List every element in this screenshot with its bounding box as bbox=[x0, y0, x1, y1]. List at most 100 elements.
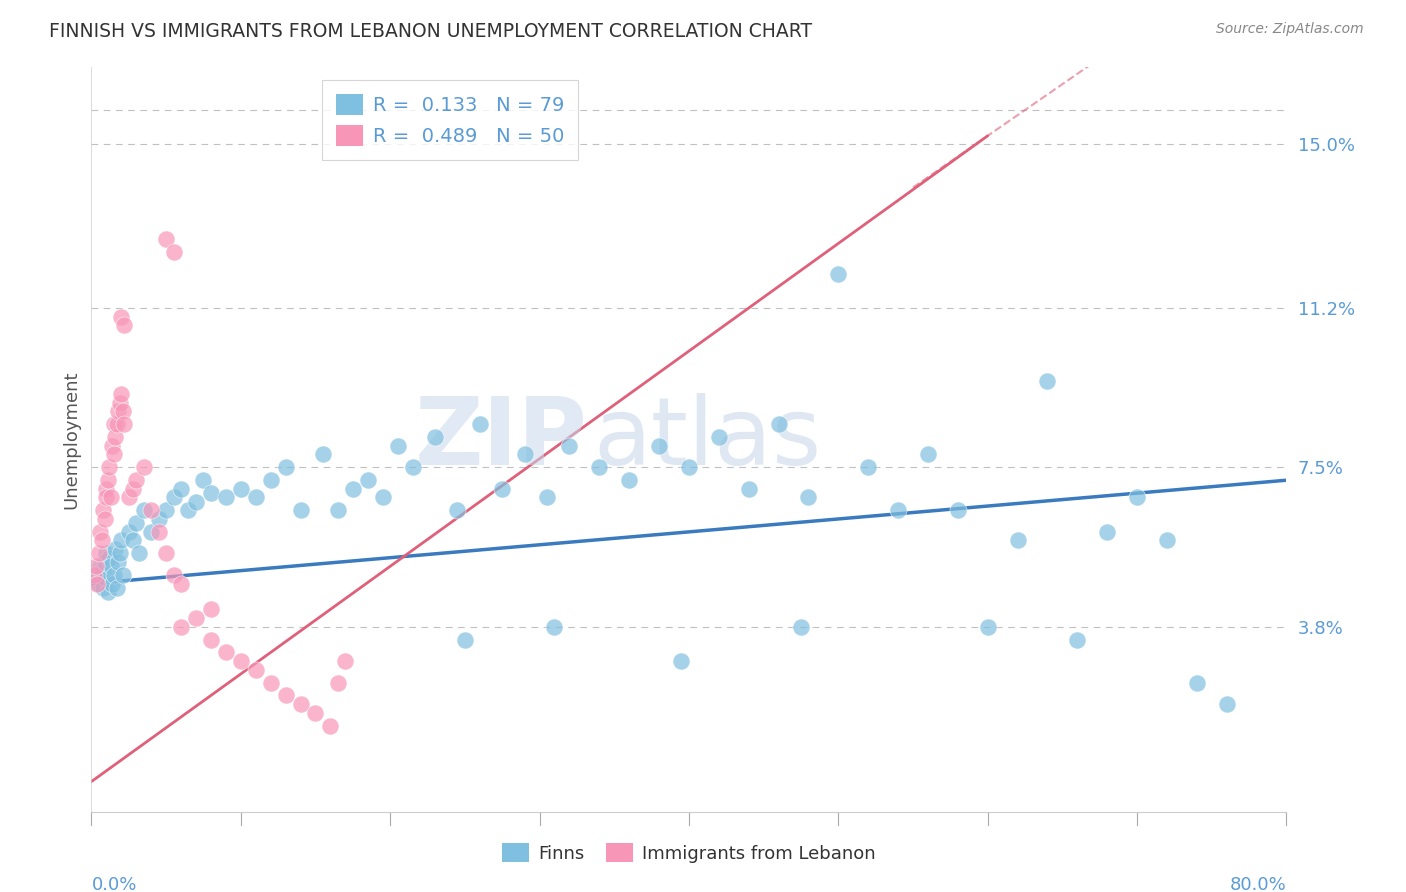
Point bbox=[423, 430, 446, 444]
Point bbox=[162, 245, 184, 260]
Text: 0.0%: 0.0% bbox=[91, 876, 136, 892]
Point bbox=[513, 447, 536, 461]
Point bbox=[588, 460, 610, 475]
Point bbox=[155, 232, 177, 246]
Point bbox=[89, 524, 111, 539]
Point bbox=[259, 473, 281, 487]
Point bbox=[100, 559, 122, 574]
Point bbox=[110, 310, 132, 324]
Point bbox=[671, 654, 693, 668]
Point bbox=[98, 550, 121, 565]
Point bbox=[274, 689, 297, 703]
Point bbox=[118, 524, 141, 539]
Point bbox=[103, 417, 125, 432]
Point bbox=[678, 460, 700, 475]
Point bbox=[100, 491, 122, 505]
Point bbox=[107, 404, 129, 418]
Point bbox=[125, 516, 148, 531]
Text: Source: ZipAtlas.com: Source: ZipAtlas.com bbox=[1216, 22, 1364, 37]
Point bbox=[917, 447, 939, 461]
Point bbox=[97, 585, 120, 599]
Legend: Finns, Immigrants from Lebanon: Finns, Immigrants from Lebanon bbox=[495, 836, 883, 870]
Point bbox=[148, 524, 170, 539]
Point bbox=[976, 619, 998, 633]
Point bbox=[96, 482, 118, 496]
Point bbox=[619, 473, 641, 487]
Point bbox=[170, 482, 193, 496]
Point bbox=[357, 473, 380, 487]
Point bbox=[141, 524, 163, 539]
Point bbox=[1007, 533, 1029, 548]
Point bbox=[98, 460, 121, 475]
Point bbox=[111, 568, 134, 582]
Point bbox=[162, 568, 184, 582]
Point bbox=[184, 611, 207, 625]
Point bbox=[797, 491, 820, 505]
Point bbox=[155, 546, 177, 560]
Point bbox=[162, 491, 184, 505]
Point bbox=[245, 663, 267, 677]
Point bbox=[274, 460, 297, 475]
Point bbox=[118, 491, 141, 505]
Point bbox=[96, 572, 118, 586]
Point bbox=[125, 473, 148, 487]
Point bbox=[1126, 491, 1149, 505]
Point bbox=[103, 568, 125, 582]
Point bbox=[90, 533, 112, 548]
Point bbox=[768, 417, 790, 432]
Point bbox=[491, 482, 513, 496]
Point bbox=[200, 632, 222, 647]
Point bbox=[245, 491, 267, 505]
Point bbox=[326, 503, 349, 517]
Point bbox=[1156, 533, 1178, 548]
Text: ZIP: ZIP bbox=[415, 393, 588, 485]
Point bbox=[304, 706, 326, 720]
Point bbox=[112, 318, 135, 333]
Point bbox=[312, 447, 335, 461]
Point bbox=[200, 602, 222, 616]
Point bbox=[326, 675, 349, 690]
Point bbox=[170, 576, 193, 591]
Point bbox=[229, 482, 252, 496]
Point bbox=[468, 417, 491, 432]
Point bbox=[446, 503, 468, 517]
Point bbox=[111, 404, 134, 418]
Point bbox=[858, 460, 880, 475]
Point bbox=[170, 619, 193, 633]
Point bbox=[319, 718, 342, 732]
Point bbox=[104, 542, 127, 557]
Point bbox=[827, 267, 849, 281]
Point bbox=[1185, 675, 1208, 690]
Point bbox=[155, 503, 177, 517]
Point bbox=[259, 675, 281, 690]
Point bbox=[93, 503, 115, 517]
Point bbox=[83, 568, 105, 582]
Point bbox=[401, 460, 423, 475]
Point bbox=[110, 387, 132, 401]
Point bbox=[132, 460, 155, 475]
Point bbox=[1066, 632, 1088, 647]
Y-axis label: Unemployment: Unemployment bbox=[62, 370, 80, 508]
Point bbox=[371, 491, 394, 505]
Point bbox=[128, 546, 150, 560]
Point bbox=[558, 439, 581, 453]
Point bbox=[215, 491, 238, 505]
Point bbox=[86, 576, 108, 591]
Point bbox=[89, 559, 111, 574]
Point bbox=[84, 568, 107, 582]
Point bbox=[101, 576, 124, 591]
Point bbox=[112, 417, 135, 432]
Text: 80.0%: 80.0% bbox=[1230, 876, 1286, 892]
Point bbox=[737, 482, 759, 496]
Point bbox=[110, 533, 132, 548]
Point bbox=[648, 439, 671, 453]
Point bbox=[790, 619, 813, 633]
Point bbox=[543, 619, 565, 633]
Point bbox=[87, 546, 110, 560]
Point bbox=[200, 486, 222, 500]
Point bbox=[108, 546, 131, 560]
Point bbox=[141, 503, 163, 517]
Point bbox=[335, 654, 357, 668]
Point bbox=[387, 439, 409, 453]
Point bbox=[94, 555, 117, 569]
